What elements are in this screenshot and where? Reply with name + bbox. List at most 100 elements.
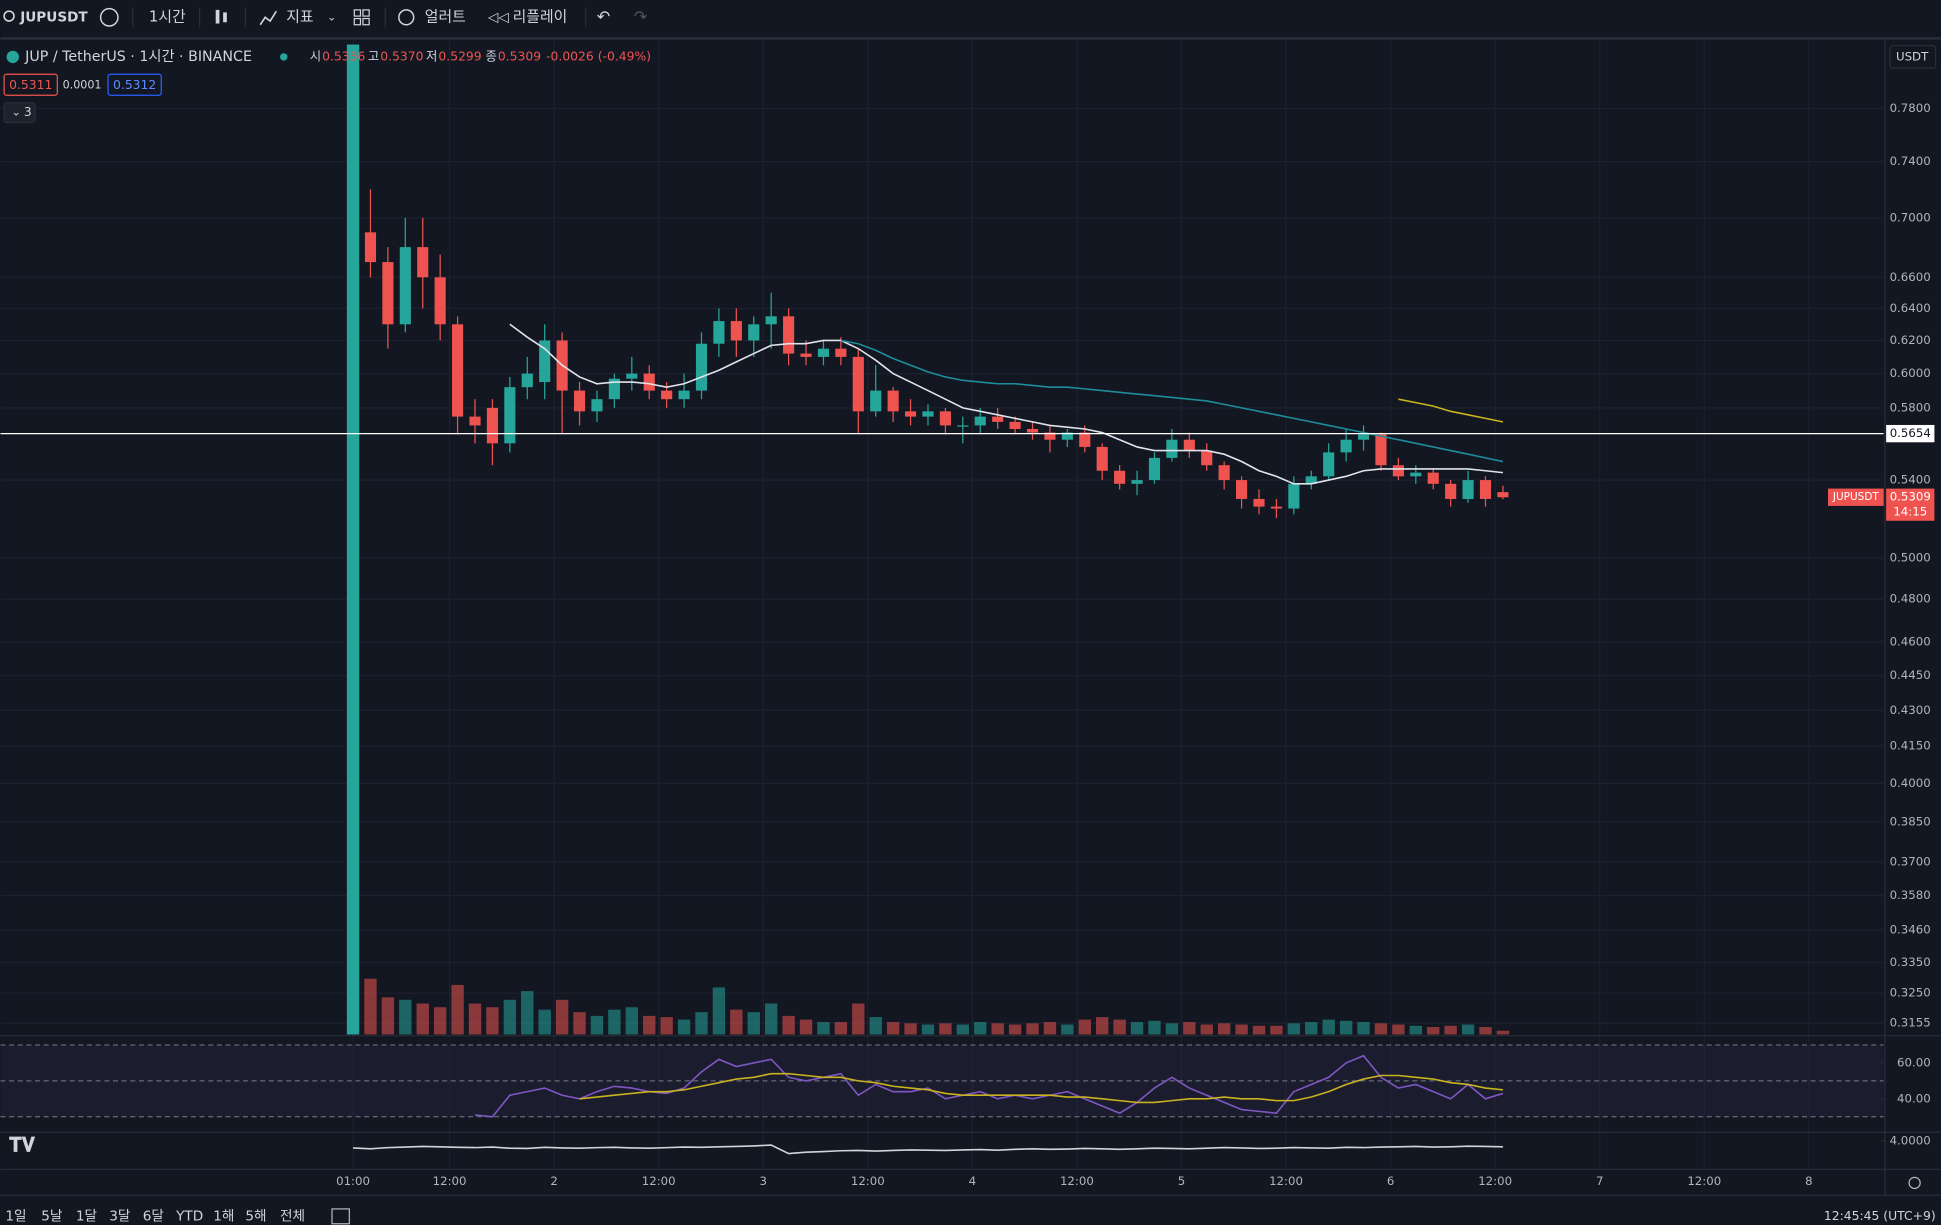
grid	[0, 39, 1884, 1170]
y-tick-label: 0.3850	[1890, 814, 1931, 828]
volume-bar	[1461, 1024, 1475, 1035]
candle-body	[852, 356, 864, 412]
range-button[interactable]: 1해	[213, 1208, 234, 1224]
y-tick-label: 0.7000	[1890, 210, 1931, 224]
price-marker-symbol: JUPUSDT	[1832, 491, 1880, 503]
symbol-search[interactable]: JUPUSDT	[19, 9, 88, 25]
candle-body	[591, 399, 603, 412]
interval-button[interactable]: 1시간	[149, 8, 186, 25]
currency-label[interactable]: USDT	[1896, 49, 1929, 63]
date-range-icon[interactable]	[331, 1208, 350, 1225]
collapse-button[interactable]	[3, 102, 36, 124]
candle-body	[608, 378, 620, 400]
candle-body	[486, 407, 498, 444]
volume-bar	[886, 1022, 900, 1035]
volume-bar	[1113, 1019, 1126, 1035]
symbol-logo	[6, 50, 19, 64]
volume-bar	[1008, 1024, 1022, 1035]
range-button[interactable]: 전체	[280, 1208, 305, 1224]
volume-bar	[416, 1003, 429, 1035]
y-tick-label: 0.6000	[1890, 366, 1931, 380]
bottom-bar: 𝐓𝐕 12:45:45 (UTC+9) 1일 5날 1달 3달 6달 YTD 1해 5해 전체	[5, 1133, 1936, 1225]
indicator-line	[579, 1072, 1503, 1104]
y-tick-label: 0.4800	[1890, 592, 1931, 606]
candle-body	[643, 373, 655, 391]
candle-body	[800, 353, 812, 357]
y-tick-label: 0.7400	[1890, 154, 1931, 168]
candle-body	[1410, 472, 1422, 477]
candle-body	[1462, 480, 1474, 499]
candle-body	[1288, 483, 1300, 509]
x-tick-label: 01:00	[336, 1174, 370, 1188]
x-tick-label: 3	[759, 1174, 766, 1188]
volume-bar	[451, 984, 464, 1035]
candle-body	[1479, 480, 1492, 499]
volume-bar	[782, 1015, 795, 1035]
volume-bar	[1043, 1022, 1057, 1035]
volume-bar	[956, 1024, 970, 1035]
volume-bar	[364, 978, 377, 1035]
chart-type-icon[interactable]	[215, 9, 220, 24]
candle-body	[1392, 465, 1404, 477]
ask-box[interactable]	[107, 73, 162, 96]
candle-body	[1340, 439, 1352, 453]
dropdown-arrow[interactable]: ⌄	[327, 10, 336, 23]
volume-bar	[486, 1007, 499, 1035]
y-tick-label: 0.3155	[1890, 1016, 1931, 1030]
x-tick-label: 12:00	[1060, 1174, 1094, 1188]
bid-box[interactable]	[3, 73, 58, 96]
hline-label-box	[1886, 424, 1935, 443]
y-tick-label: 0.3350	[1890, 955, 1931, 969]
range-button[interactable]: YTD	[175, 1208, 203, 1224]
collapse-arrow: ⌄	[12, 106, 21, 119]
candle-body	[695, 343, 708, 391]
volume-bar	[1322, 1019, 1335, 1035]
candle-body	[939, 411, 951, 426]
layout-icon[interactable]	[353, 9, 362, 17]
redo-button[interactable]: ↷	[634, 7, 648, 26]
search-icon[interactable]	[3, 10, 15, 22]
price-marker-countdown: 14:15	[1893, 505, 1927, 519]
volume-bar	[904, 1023, 917, 1035]
y-tick-label: 0.4000	[1890, 776, 1931, 790]
x-tick-label: 12:00	[642, 1174, 676, 1188]
alert-button[interactable]: 얼러트	[425, 8, 466, 25]
candle-body	[765, 316, 777, 325]
price-marker-box	[1886, 488, 1935, 521]
volume-bar	[573, 1012, 586, 1035]
candle-body	[1061, 432, 1073, 440]
candle-body	[1253, 498, 1265, 507]
layout-icon	[362, 9, 370, 17]
close-label: 종	[485, 49, 496, 63]
range-button[interactable]: 5해	[245, 1208, 266, 1224]
range-button[interactable]: 6달	[143, 1208, 165, 1224]
range-button[interactable]: 1일	[5, 1208, 26, 1224]
moving-average	[1398, 398, 1504, 423]
volume-bar	[1339, 1020, 1353, 1035]
clock: 12:45:45 (UTC+9)	[1824, 1209, 1936, 1223]
add-symbol[interactable]	[99, 7, 119, 27]
range-button[interactable]: 1달	[76, 1208, 98, 1224]
range-button[interactable]: 3달	[109, 1208, 131, 1224]
candle-body	[399, 247, 411, 325]
settings-icon[interactable]	[1908, 1176, 1921, 1190]
volume-bar	[1148, 1020, 1161, 1035]
volume-bar	[712, 987, 726, 1035]
currency-button[interactable]	[1889, 45, 1937, 69]
candle-body	[626, 373, 638, 379]
undo-button[interactable]: ↶	[597, 7, 610, 26]
y-tick-label: 0.6400	[1890, 301, 1931, 315]
range-button[interactable]: 5날	[41, 1208, 63, 1224]
volume-bar	[1444, 1025, 1457, 1035]
y-tick-label: 0.3580	[1890, 888, 1931, 902]
candle-body	[364, 232, 377, 263]
y-tick-label: 0.6200	[1890, 333, 1931, 347]
candle-body	[992, 416, 1004, 422]
replay-button[interactable]: 리플레이	[513, 8, 568, 25]
layout-icon	[362, 17, 370, 26]
volume-bar	[590, 1015, 604, 1035]
moving-average	[509, 323, 1504, 485]
indicators-button[interactable]: 지표	[286, 8, 313, 25]
volume-bar	[1252, 1025, 1266, 1035]
